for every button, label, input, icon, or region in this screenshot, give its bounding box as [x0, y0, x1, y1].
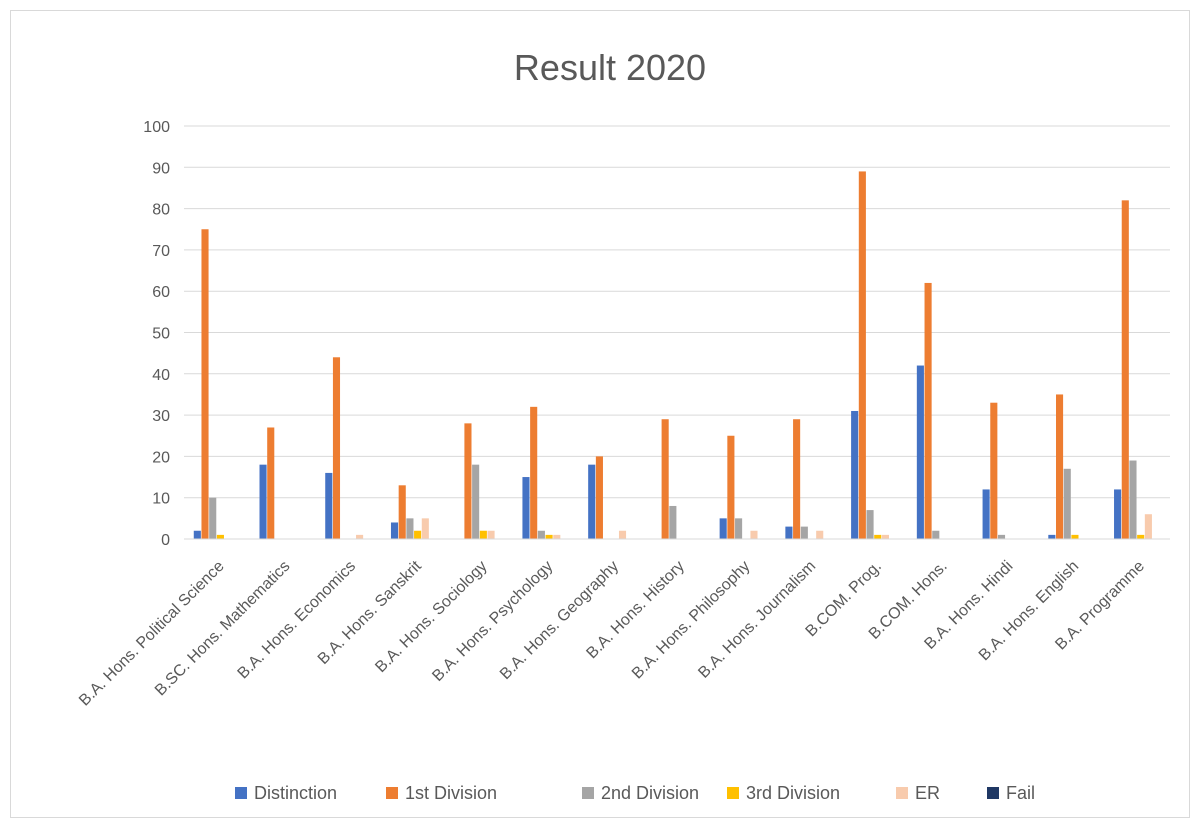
bar-distinction [851, 410, 859, 539]
chart-title: Result 2020 [514, 47, 706, 88]
bar-1st-division [267, 427, 275, 539]
legend-swatch [896, 787, 908, 799]
bar-distinction [259, 464, 267, 539]
bar-2nd-division [1129, 460, 1137, 539]
legend-item: Distinction [235, 783, 337, 803]
legend-label: Fail [1006, 783, 1035, 803]
category-label: B.A. Hons. Philosophy [629, 558, 754, 683]
bar-1st-division [201, 229, 209, 539]
legend-swatch [987, 787, 999, 799]
bar-distinction [1048, 534, 1056, 539]
bar-er [881, 534, 889, 539]
bar-3rd-division [874, 534, 882, 539]
bar-2nd-division [406, 518, 414, 539]
bar-3rd-division [545, 534, 553, 539]
legend-label: Distinction [254, 783, 337, 803]
bar-1st-division [464, 423, 472, 539]
bar-er [618, 530, 627, 539]
bar-1st-division [727, 435, 735, 539]
legend-swatch [235, 787, 247, 799]
legend-item: 3rd Division [727, 783, 840, 803]
bar-distinction [1114, 489, 1122, 539]
bar-er [356, 534, 364, 539]
bar-2nd-division [800, 526, 808, 539]
legend-swatch [727, 787, 739, 799]
bar-er [487, 530, 495, 539]
bar-er [553, 534, 561, 539]
bar-2nd-division [997, 534, 1006, 539]
bar-distinction [916, 365, 924, 539]
bar-1st-division [661, 419, 669, 539]
y-tick-label: 10 [152, 491, 170, 508]
bar-1st-division [1056, 394, 1064, 539]
bars [193, 171, 1152, 539]
y-tick-label: 70 [152, 243, 170, 260]
y-tick-label: 20 [152, 449, 170, 466]
bar-er [750, 530, 758, 539]
legend-item: 2nd Division [582, 783, 699, 803]
legend-item: Fail [987, 783, 1035, 803]
bar-1st-division [1121, 200, 1129, 539]
category-label: B.A. Hons. Geography [497, 558, 622, 683]
y-axis-ticks: 0 10 20 30 40 50 60 70 80 90 100 [143, 119, 170, 549]
category-label: B.A. Hons. Journalism [695, 558, 819, 682]
bar-1st-division [595, 456, 603, 539]
bar-2nd-division [472, 464, 480, 539]
y-tick-label: 50 [152, 326, 170, 343]
bar-3rd-division [1071, 534, 1079, 539]
y-tick-label: 80 [152, 202, 170, 219]
bar-distinction [719, 518, 727, 539]
y-tick-label: 60 [152, 284, 170, 301]
legend-item: 1st Division [386, 783, 497, 803]
bar-2nd-division [932, 530, 940, 539]
bar-1st-division [332, 357, 341, 539]
bar-3rd-division [216, 534, 224, 539]
bar-1st-division [990, 402, 998, 539]
gridlines [184, 125, 1170, 499]
legend: Distinction 1st Division 2nd Division 3rd D… [235, 783, 1035, 803]
y-tick-label: 40 [152, 367, 170, 384]
category-label: B.SC. Hons. Mathematics [152, 558, 294, 700]
bar-2nd-division [866, 510, 874, 539]
legend-label: 2nd Division [601, 783, 699, 803]
category-label: B.A. Hons. Sociology [372, 558, 490, 676]
bar-distinction [522, 477, 530, 539]
y-tick-label: 30 [152, 408, 170, 425]
bar-2nd-division [1063, 468, 1071, 539]
bar-2nd-division [537, 530, 545, 539]
bar-2nd-division [669, 505, 677, 539]
y-tick-label: 0 [161, 532, 170, 549]
legend-swatch [582, 787, 594, 799]
bar-1st-division [530, 406, 538, 539]
bar-3rd-division [414, 530, 422, 539]
y-tick-label: 90 [152, 160, 170, 177]
y-tick-label: 100 [143, 119, 170, 136]
bar-2nd-division [735, 518, 743, 539]
bar-1st-division [858, 171, 866, 539]
bar-3rd-division [479, 530, 487, 539]
category-label: B.A. Hons. Economics [235, 558, 360, 683]
bar-er [816, 530, 824, 539]
bar-distinction [390, 522, 399, 539]
bar-er [1144, 514, 1152, 539]
bar-distinction [785, 526, 793, 539]
bar-1st-division [924, 282, 932, 539]
legend-item: ER [896, 783, 940, 803]
bar-2nd-division [209, 497, 217, 539]
bar-distinction [982, 489, 990, 539]
bar-distinction [325, 472, 333, 539]
legend-label: 1st Division [405, 783, 497, 803]
legend-swatch [386, 787, 398, 799]
bar-1st-division [793, 419, 801, 539]
legend-label: 3rd Division [746, 783, 840, 803]
legend-label: ER [915, 783, 940, 803]
bar-distinction [588, 464, 596, 539]
bar-3rd-division [1137, 534, 1145, 539]
bar-1st-division [398, 485, 406, 539]
bar-distinction [193, 530, 201, 539]
category-label: B.A. Hons. Psychology [429, 558, 556, 685]
bar-er [421, 518, 429, 539]
